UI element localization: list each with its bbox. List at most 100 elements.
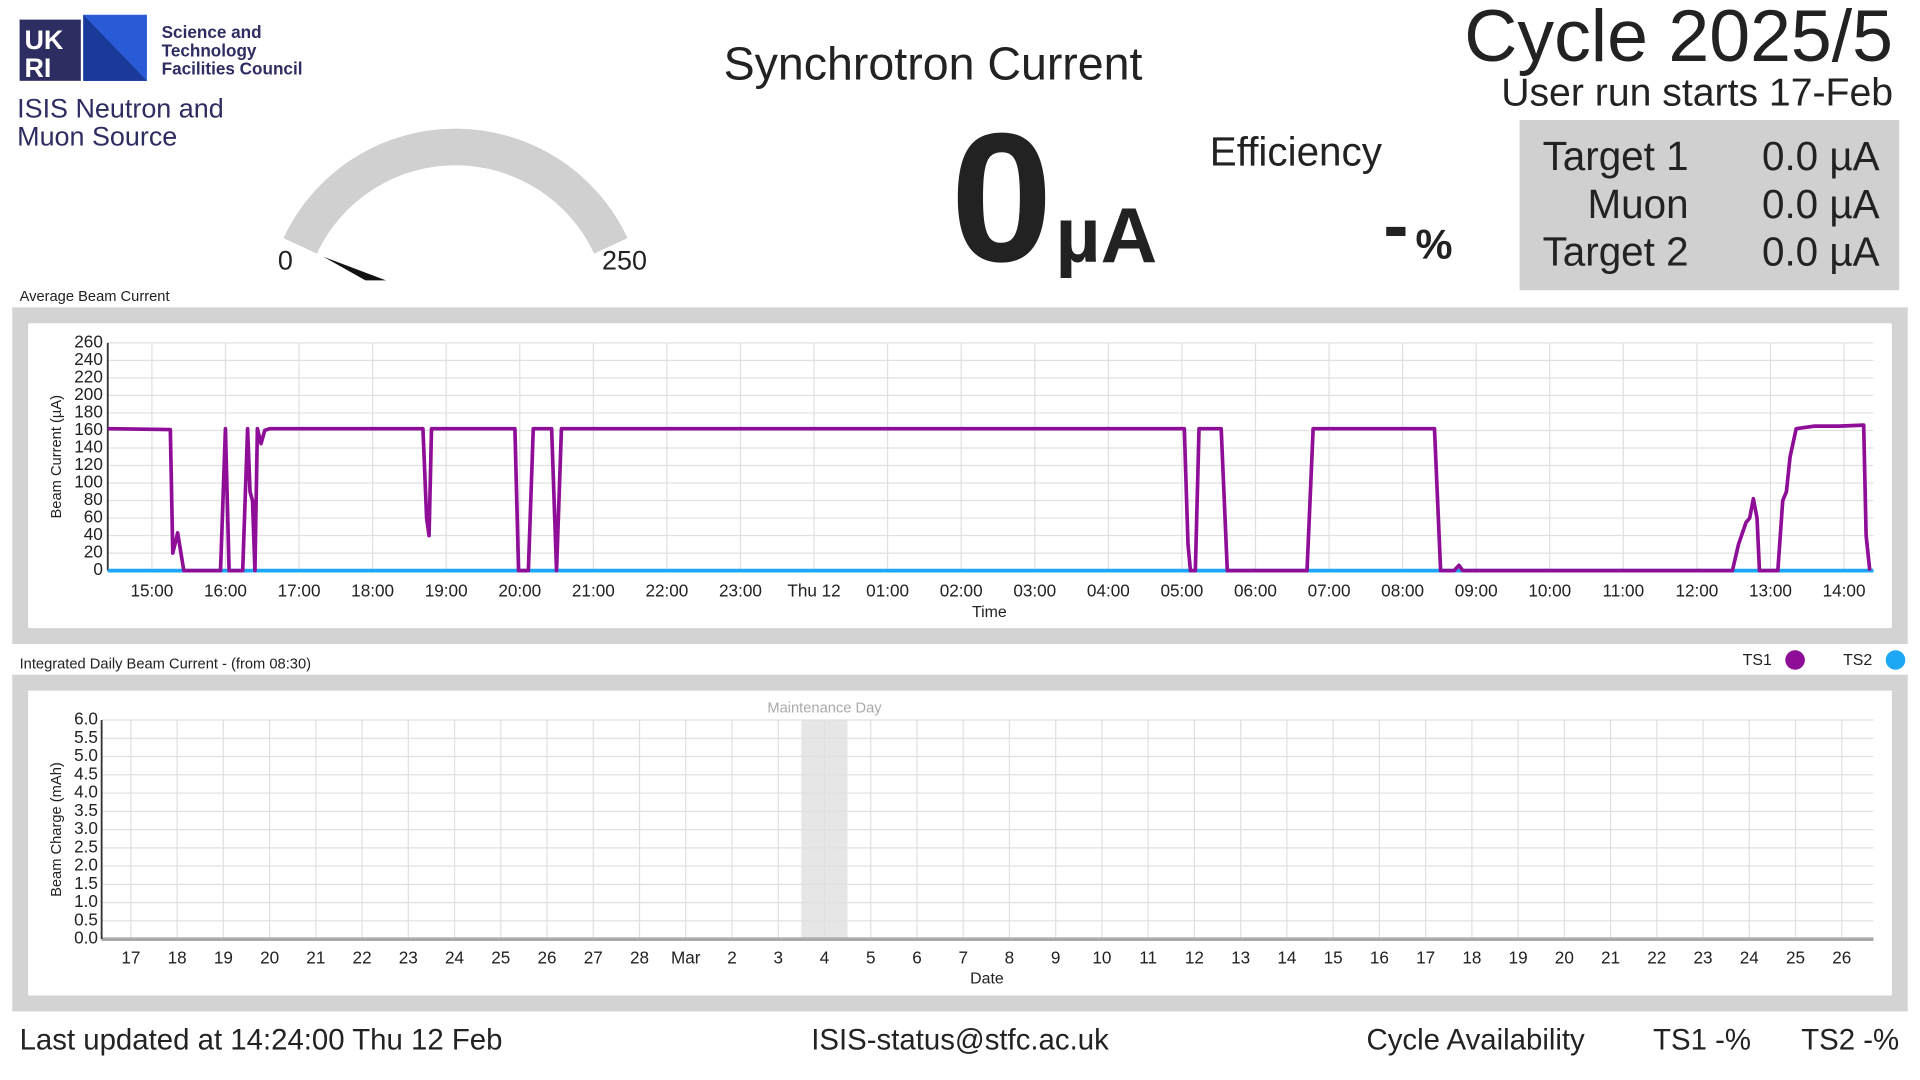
run-start: User run starts 17-Feb bbox=[1501, 71, 1893, 114]
y-tick-label: 1.5 bbox=[74, 873, 98, 893]
x-tick-label: 15 bbox=[1324, 948, 1343, 968]
x-tick-label: 05:00 bbox=[1160, 580, 1203, 600]
y-tick-label: 140 bbox=[74, 437, 103, 457]
x-tick-label: 17 bbox=[121, 948, 140, 968]
y-tick-label: 0.5 bbox=[74, 909, 98, 929]
availability: Cycle Availability bbox=[1367, 1023, 1586, 1056]
targets-box bbox=[1519, 120, 1900, 291]
x-tick-label: 08:00 bbox=[1381, 580, 1424, 600]
logo-text: UK bbox=[24, 25, 63, 55]
gauge-min: 0 bbox=[278, 245, 293, 275]
x-tick-label: 26 bbox=[1832, 948, 1851, 968]
y-tick-label: 3.5 bbox=[74, 800, 98, 820]
x-tick-label: 16 bbox=[1370, 948, 1389, 968]
panel bbox=[28, 690, 1892, 996]
x-tick-label: 15:00 bbox=[130, 580, 173, 600]
x-tick-label: 9 bbox=[1051, 948, 1061, 968]
panel-title: Average Beam Current bbox=[20, 289, 170, 305]
y-tick-label: 3.0 bbox=[74, 818, 98, 838]
x-tick-label: 11:00 bbox=[1603, 580, 1645, 600]
ts1-availability: TS1 -% bbox=[1653, 1023, 1751, 1056]
series-line bbox=[107, 423, 1872, 573]
x-tick-label: 12:00 bbox=[1675, 580, 1718, 600]
y-tick-label: 260 bbox=[74, 331, 103, 351]
x-tick-label: 20 bbox=[1555, 948, 1574, 968]
y-tick-label: 4.0 bbox=[74, 782, 98, 802]
ts2-availability: TS2 -% bbox=[1801, 1023, 1899, 1056]
gauge-max: 250 bbox=[602, 245, 647, 275]
y-tick-label: 5.0 bbox=[74, 745, 98, 765]
x-tick-label: 23 bbox=[399, 948, 418, 968]
legend-label: TS2 bbox=[1843, 652, 1872, 669]
last-updated: Last updated at 14:24:00 Thu 12 Feb bbox=[20, 1023, 503, 1056]
x-tick-label: 17:00 bbox=[278, 580, 321, 600]
panel-title: Integrated Daily Beam Current - (from 08… bbox=[20, 657, 311, 673]
y-tick-label: 40 bbox=[84, 524, 103, 544]
target-name: Muon bbox=[1588, 181, 1689, 227]
efficiency-unit: % bbox=[1416, 220, 1453, 267]
x-tick-label: 6 bbox=[912, 948, 922, 968]
x-tick-label: 5 bbox=[866, 948, 876, 968]
y-axis-title: Beam Current (µA) bbox=[49, 395, 65, 519]
logo-square bbox=[19, 19, 81, 81]
y-tick-label: 120 bbox=[74, 454, 103, 474]
x-tick-label: 19 bbox=[214, 948, 233, 968]
x-tick-label: 10 bbox=[1092, 948, 1111, 968]
gauge-arc bbox=[283, 128, 628, 254]
x-tick-label: 21 bbox=[1601, 948, 1620, 968]
x-axis-title: Date bbox=[970, 970, 1004, 987]
x-tick-label: 18:00 bbox=[351, 580, 394, 600]
x-tick-label: 10:00 bbox=[1528, 580, 1571, 600]
x-tick-label: 3 bbox=[773, 948, 783, 968]
y-tick-label: 20 bbox=[84, 542, 103, 562]
x-tick-label: 20:00 bbox=[498, 580, 541, 600]
x-tick-label: 01:00 bbox=[866, 580, 909, 600]
x-tick-label: Thu 12 bbox=[787, 580, 840, 600]
legend-swatch bbox=[1785, 650, 1805, 670]
y-tick-label: 80 bbox=[84, 489, 103, 509]
x-tick-label: 11 bbox=[1139, 948, 1157, 968]
legend-label: TS1 bbox=[1743, 652, 1772, 669]
x-tick-label: 24 bbox=[445, 948, 465, 968]
x-axis-title: Time bbox=[972, 604, 1007, 621]
y-tick-label: 100 bbox=[74, 472, 103, 492]
x-tick-label: 02:00 bbox=[940, 580, 983, 600]
cycle: Cycle 2025/5 bbox=[1464, 0, 1893, 77]
y-tick-label: 0 bbox=[93, 559, 103, 579]
x-tick-label: 23 bbox=[1694, 948, 1713, 968]
y-tick-label: 160 bbox=[74, 419, 103, 439]
org-name: Technology bbox=[162, 40, 257, 60]
y-tick-label: 6.0 bbox=[74, 709, 98, 729]
x-tick-label: 23:00 bbox=[719, 580, 762, 600]
y-tick-label: 220 bbox=[74, 366, 103, 386]
y-tick-label: 60 bbox=[84, 507, 103, 527]
x-tick-label: 22 bbox=[353, 948, 372, 968]
y-tick-label: 240 bbox=[74, 349, 103, 369]
panel bbox=[28, 323, 1892, 629]
x-tick-label: 18 bbox=[1462, 948, 1481, 968]
x-tick-label: 7 bbox=[958, 948, 968, 968]
x-tick-label: 07:00 bbox=[1308, 580, 1351, 600]
x-tick-label: 27 bbox=[584, 948, 603, 968]
y-tick-label: 0.0 bbox=[74, 928, 98, 948]
email[interactable]: ISIS-status@stfc.ac.uk bbox=[811, 1023, 1109, 1056]
x-tick-label: 13 bbox=[1231, 948, 1250, 968]
x-tick-label: 24 bbox=[1740, 948, 1760, 968]
gauge bbox=[283, 128, 628, 281]
title: Synchrotron Current bbox=[724, 38, 1143, 90]
target-name: Target 1 bbox=[1543, 133, 1689, 179]
y-tick-label: 4.5 bbox=[74, 763, 98, 783]
x-tick-label: 12 bbox=[1185, 948, 1204, 968]
source-name: Muon Source bbox=[17, 122, 177, 152]
x-tick-label: 04:00 bbox=[1087, 580, 1130, 600]
x-tick-label: Mar bbox=[671, 948, 701, 968]
x-tick-label: 16:00 bbox=[204, 580, 247, 600]
chart-integrated-daily: Maintenance Day0.00.51.01.52.02.53.03.54… bbox=[49, 701, 1874, 987]
x-tick-label: 26 bbox=[538, 948, 557, 968]
legend-swatch bbox=[1885, 650, 1906, 670]
y-tick-label: 2.0 bbox=[74, 855, 98, 875]
x-tick-label: 14 bbox=[1277, 948, 1297, 968]
